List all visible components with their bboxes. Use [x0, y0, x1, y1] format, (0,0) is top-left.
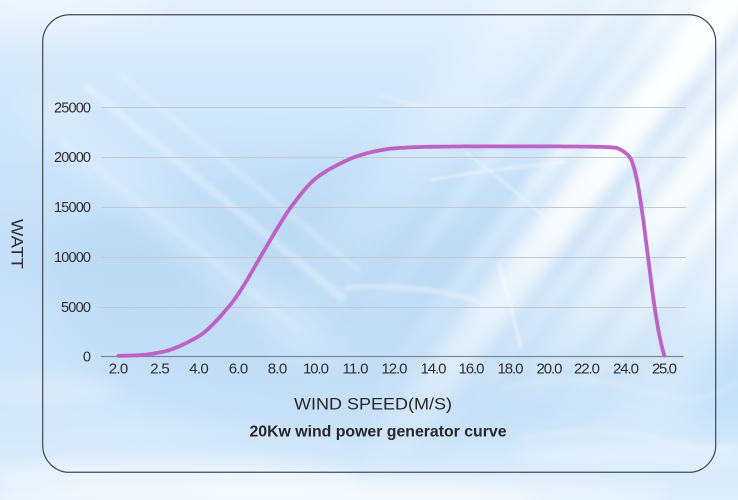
svg-text:16.0: 16.0	[459, 361, 485, 378]
svg-text:2.0: 2.0	[109, 361, 129, 378]
svg-text:6.0: 6.0	[229, 361, 249, 378]
svg-text:20.0: 20.0	[537, 361, 563, 378]
svg-text:11.0: 11.0	[343, 361, 369, 378]
svg-text:20Kw wind power generator curv: 20Kw wind power generator curve	[250, 424, 507, 441]
svg-text:18.0: 18.0	[498, 361, 524, 378]
svg-text:25000: 25000	[54, 101, 91, 117]
svg-text:5000: 5000	[61, 300, 91, 316]
svg-text:2.5: 2.5	[150, 361, 170, 378]
svg-text:WATT: WATT	[8, 219, 27, 269]
svg-text:25.0: 25.0	[652, 361, 677, 378]
svg-text:10000: 10000	[54, 250, 91, 266]
svg-text:22.0: 22.0	[574, 361, 600, 378]
svg-text:0: 0	[83, 349, 91, 365]
svg-text:24.0: 24.0	[613, 361, 639, 378]
svg-text:14.0: 14.0	[421, 361, 447, 378]
svg-text:10.0: 10.0	[303, 361, 329, 378]
svg-text:4.0: 4.0	[189, 361, 209, 378]
svg-text:15000: 15000	[54, 200, 91, 216]
svg-text:WIND SPEED(M/S): WIND SPEED(M/S)	[294, 395, 452, 413]
svg-text:8.0: 8.0	[268, 361, 288, 378]
svg-text:20000: 20000	[54, 150, 91, 166]
svg-text:12.0: 12.0	[382, 361, 408, 378]
